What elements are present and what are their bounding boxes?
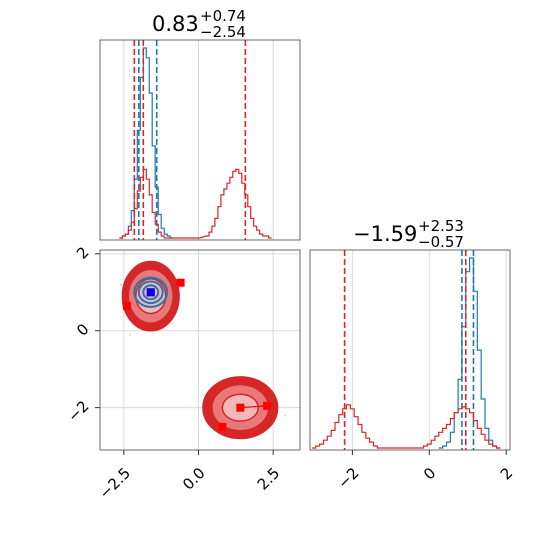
contour-1-0-level-2 — [133, 276, 169, 308]
x-tick-label-2: 2.5 — [254, 464, 284, 494]
scatter-sample-3 — [170, 322, 173, 325]
histogram-series-1 — [119, 168, 272, 239]
histogram-panel-param-1 — [99, 39, 301, 241]
scatter-sample-2 — [119, 283, 122, 286]
y-tick-label-0: −2 — [64, 397, 92, 425]
y-tick-label-2: 2 — [73, 243, 92, 262]
histogram-frame-param-2 — [309, 249, 511, 451]
x-tick-label-2: 2 — [497, 464, 516, 483]
title-param-2-value: −1.59 — [353, 222, 417, 246]
histogram-series-1 — [311, 404, 501, 449]
marker-0-0 — [122, 301, 131, 310]
x-tick-label-0: −2 — [334, 464, 362, 492]
contour-frame — [99, 249, 301, 451]
marker-connector — [240, 405, 268, 409]
histogram-panel-param-2: −2 0 2 — [309, 249, 516, 492]
title-param-1-upper: +0.74 — [200, 7, 246, 25]
scatter-sample-10 — [284, 414, 287, 417]
marker-1-0 — [146, 288, 155, 297]
marker-0-2 — [176, 278, 185, 287]
x-tick-label-1: 0.0 — [179, 464, 209, 494]
title-param-1-value: 0.83 — [152, 12, 199, 36]
histogram-frame-param-1 — [99, 39, 301, 241]
marker-0-5 — [218, 422, 227, 431]
histogram-series-0 — [438, 257, 501, 449]
histogram-series-0 — [119, 47, 174, 239]
title-param-1-lower: −2.54 — [200, 23, 246, 41]
x-tick-label-0: −2.5 — [96, 464, 134, 502]
contour-1-0-level-0 — [142, 284, 160, 301]
contour-panel: −2.5 0.0 2.5 −2 0 2 — [64, 243, 301, 502]
title-param-2-upper: +2.53 — [418, 217, 464, 235]
x-tick-label-1: 0 — [420, 464, 439, 483]
y-tick-label-1: 0 — [73, 320, 92, 339]
scatter-sample-14 — [128, 333, 131, 336]
contour-1-0-level-1 — [137, 280, 164, 305]
title-param-2-lower: −0.57 — [418, 233, 464, 251]
